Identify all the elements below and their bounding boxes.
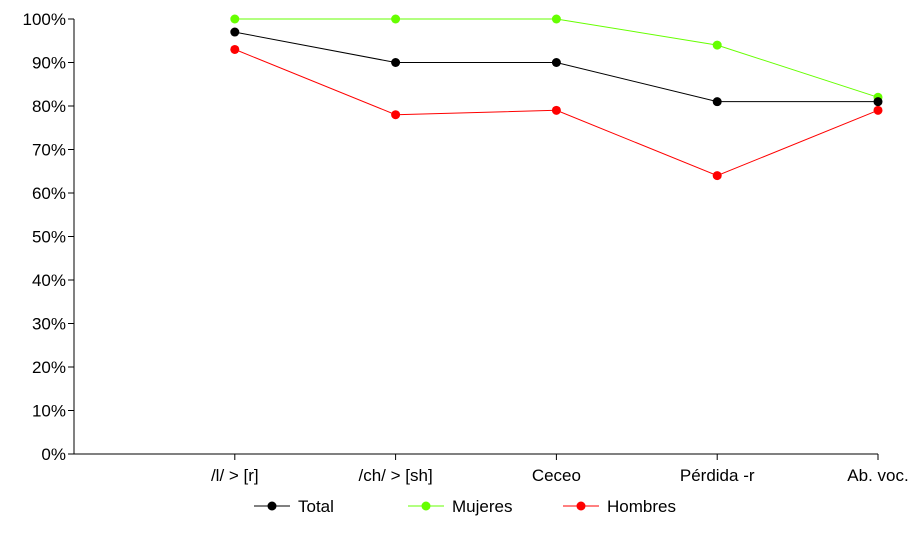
series-mujeres [230,14,883,102]
legend-item-total: Total [254,497,334,516]
legend-marker [421,501,431,511]
y-tick-label: 80% [32,97,66,116]
data-point [712,40,722,50]
data-point [712,97,722,107]
legend-label: Hombres [607,497,676,516]
data-point [551,105,561,115]
y-tick-label: 90% [32,54,66,73]
series-total [230,27,883,107]
y-tick-label: 0% [41,445,66,464]
data-point [230,27,240,37]
y-tick-label: 10% [32,402,66,421]
data-point [873,97,883,107]
data-point [230,14,240,24]
data-point [391,14,401,24]
x-axis-ticks: /l/ > [r] /ch/ > [sh] Ceceo Pérdida -r Ab. v… [211,454,909,485]
data-point [551,14,561,24]
y-tick-label: 20% [32,358,66,377]
series-hombres [230,44,883,181]
y-tick-label: 60% [32,184,66,203]
legend-marker [267,501,277,511]
legend: Total Mujeres Hombres [254,497,676,516]
data-point [551,58,561,67]
data-point [391,110,401,120]
x-tick-label: /ch/ > [sh] [359,466,433,485]
data-point [873,105,883,115]
legend-marker [576,501,586,511]
chart-axes [73,19,878,455]
y-tick-label: 40% [32,271,66,290]
legend-item-mujeres: Mujeres [408,497,512,516]
data-point [391,58,401,67]
y-tick-label: 50% [32,228,66,247]
data-point [712,171,722,181]
x-tick-label: Ceceo [532,466,581,485]
legend-label: Total [298,497,334,516]
legend-item-hombres: Hombres [563,497,676,516]
legend-label: Mujeres [452,497,512,516]
x-tick-label: Ab. voc. [847,466,908,485]
series-layer [230,14,883,181]
x-tick-label: /l/ > [r] [211,466,259,485]
y-tick-label: 70% [32,141,66,160]
x-tick-label: Pérdida -r [680,466,755,485]
y-axis-ticks: 0% 10% 20% 30% 40% 50% 60% 70% 80% 90% 100% [23,10,74,464]
data-point [230,44,240,54]
y-tick-label: 30% [32,315,66,334]
y-tick-label: 100% [23,10,66,29]
